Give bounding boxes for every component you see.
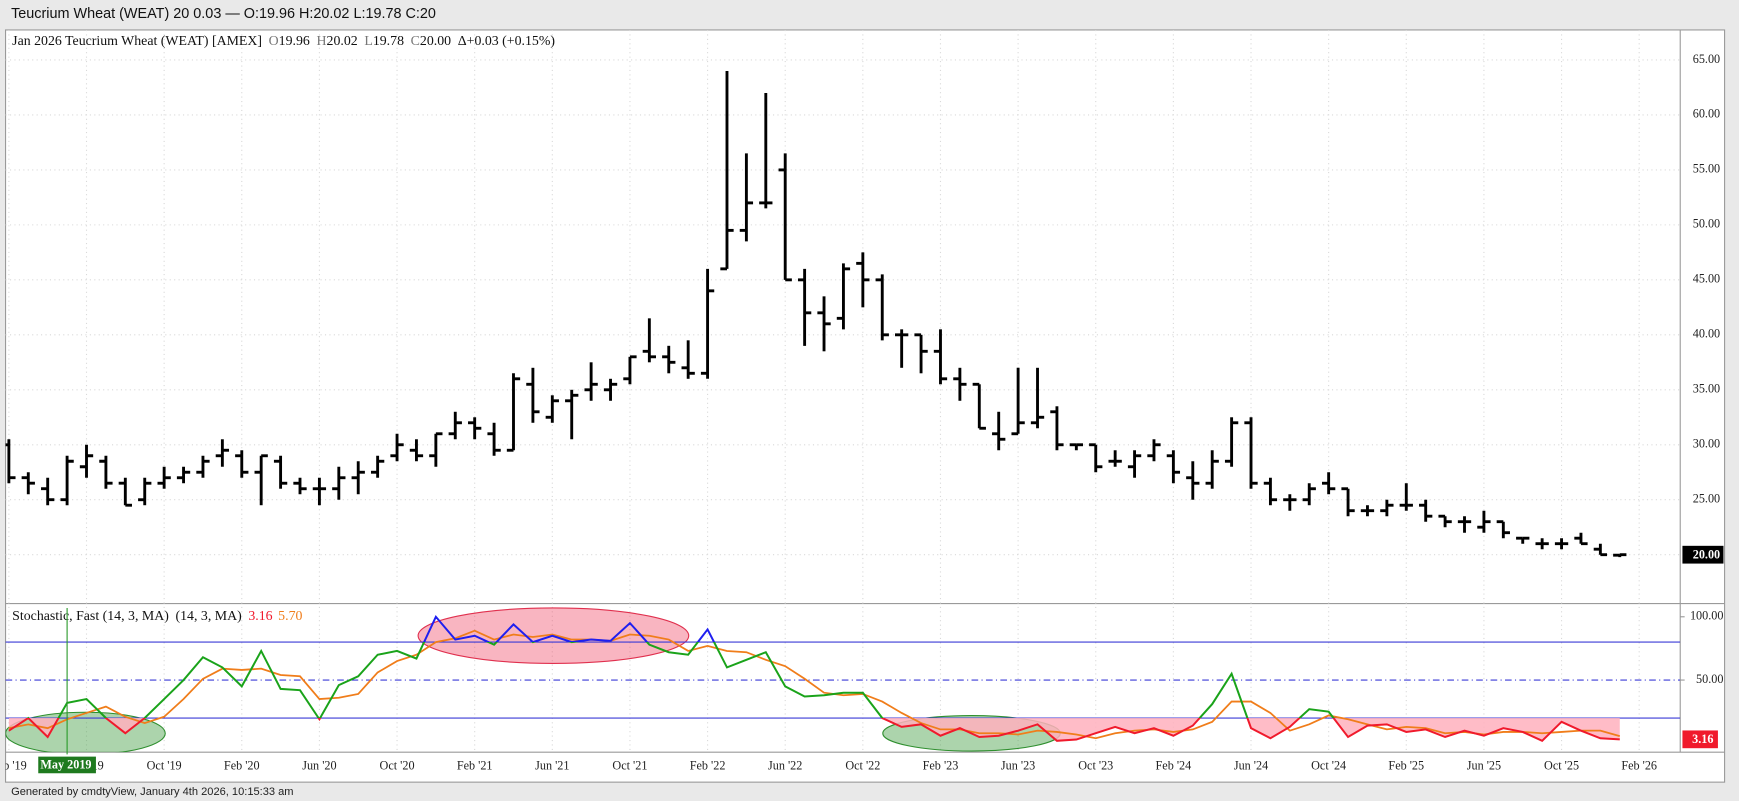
legend-key: C (411, 33, 420, 48)
legend-change: Δ+0.03 (+0.15%) (458, 33, 555, 49)
last-price-label: 20.00 (1693, 548, 1720, 562)
price-legend: Jan 2026 Teucrium Wheat (WEAT) [AMEX] O19… (12, 33, 555, 49)
x-tick-label: Feb '22 (690, 758, 726, 772)
x-tick-label: Oct '25 (1544, 758, 1579, 772)
legend-value: 19.78 (373, 33, 404, 48)
x-tick-label: Oct '24 (1311, 758, 1346, 772)
chart-frame (4, 29, 1726, 783)
x-tick-label: Feb '26 (1621, 758, 1657, 772)
axes: 20.00 25.00 30.00 35.00 40.00 45.00 50.00 55.00… (1680, 52, 1724, 749)
y-tick-label: 30.00 (1693, 437, 1720, 451)
d-line (8, 629, 1621, 740)
x-tick-label: Feb '20 (224, 758, 260, 772)
x-tick-label: Feb '24 (1156, 758, 1192, 772)
last-value-box (1682, 730, 1718, 749)
footer: Generated by cmdtyView, January 4th 2026… (11, 786, 293, 798)
indicator-params: (14, 3, MA) (176, 608, 242, 624)
annotation-label: May 2019 (40, 757, 91, 771)
y-tick-label: 65.00 (1693, 52, 1720, 66)
legend-value: 3.16 (248, 608, 272, 623)
x-tick-label: Oct '21 (612, 758, 647, 772)
x-tick-label: Oct '19 (147, 758, 182, 772)
y-tick-label: 55.00 (1693, 162, 1720, 176)
annotation-box (38, 756, 96, 774)
x-tick-label: Jun '20 (302, 758, 336, 772)
x-tick-label: Feb '23 (923, 758, 959, 772)
legend-value: 5.70 (278, 608, 302, 623)
legend-key: H (317, 33, 327, 48)
stochastic-legend: Stochastic, Fast (14, 3, MA) (14, 3, MA) 3… (12, 608, 302, 624)
legend-symbol: Jan 2026 Teucrium Wheat (WEAT) [AMEX] (12, 33, 262, 49)
x-tick-label: Jun '21 (535, 758, 569, 772)
k-line (8, 614, 1620, 742)
x-tick-label: Jun '22 (768, 758, 802, 772)
x-tick-label: Jun '25 (1467, 758, 1501, 772)
price-panel (5, 70, 1627, 558)
window-title: Teucrium Wheat (WEAT) 20 0.03 — O:19.96 … (11, 6, 436, 22)
oversold-area (8, 718, 1620, 741)
last-price-box (1682, 545, 1724, 564)
y-tick-label: 40.00 (1693, 327, 1720, 341)
y-tick-label: 100.00 (1690, 609, 1724, 623)
legend-value: 19.96 (279, 33, 310, 48)
stochastic-panel (5, 607, 1681, 753)
indicator-name: Stochastic, Fast (14, 3, MA) (12, 608, 169, 624)
legend-value: 20.00 (420, 33, 451, 48)
y-tick-label: 60.00 (1693, 107, 1720, 121)
x-tick-label: Jun '24 (1234, 758, 1268, 772)
x-tick-label: Feb '19 (0, 758, 27, 772)
legend-value: 20.02 (327, 33, 358, 48)
x-tick-label: Oct '23 (1078, 758, 1113, 772)
y-tick-label: 35.00 (1693, 382, 1720, 396)
y-tick-label: 25.00 (1693, 492, 1720, 506)
x-tick-label: Feb '21 (457, 758, 493, 772)
grid (5, 29, 1681, 753)
y-tick-label: 45.00 (1693, 272, 1720, 286)
x-tick-label: Oct '22 (845, 758, 880, 772)
legend-key: L (364, 33, 372, 48)
y-tick-label: 50.00 (1693, 217, 1720, 231)
y-tick-label: 50.00 (1696, 672, 1723, 686)
x-tick-label: Jun '23 (1001, 758, 1035, 772)
legend-key: O (269, 33, 279, 48)
x-tick-label: Feb '25 (1388, 758, 1424, 772)
x-tick-label: Oct '20 (380, 758, 415, 772)
last-value-label: 3.16 (1692, 732, 1713, 746)
